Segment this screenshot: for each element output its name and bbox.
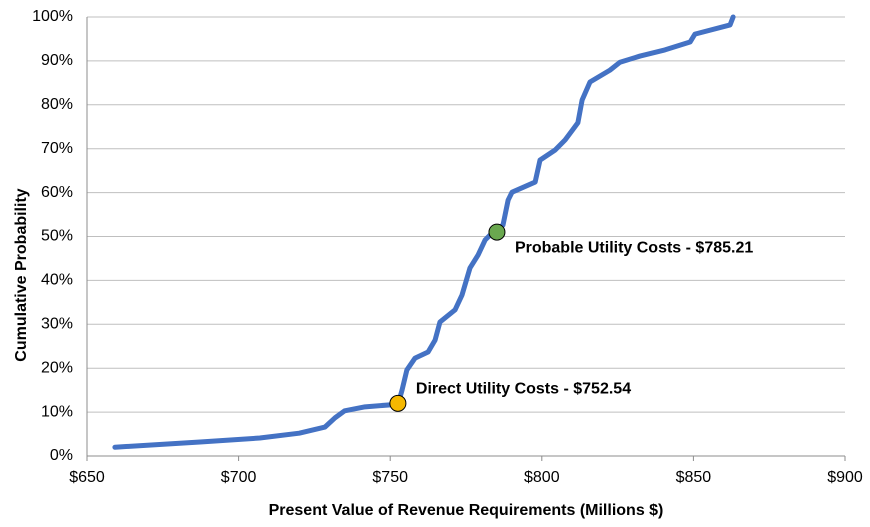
y-tick-label: 30% xyxy=(41,316,73,333)
cdf-line xyxy=(112,14,736,450)
x-tick-label: $800 xyxy=(524,469,560,486)
x-tick-label: $850 xyxy=(676,469,712,486)
y-tick-label: 10% xyxy=(41,403,73,420)
y-tick-label: 70% xyxy=(41,140,73,157)
y-tick-label: 20% xyxy=(41,359,73,376)
x-tick-label: $650 xyxy=(69,469,105,486)
x-tick-label: $700 xyxy=(221,469,257,486)
y-tick-label: 80% xyxy=(41,96,73,113)
y-tick-label: 50% xyxy=(41,228,73,245)
marker xyxy=(488,223,506,241)
y-tick-label: 60% xyxy=(41,184,73,201)
x-tick-label: $900 xyxy=(827,469,863,486)
y-tick-label: 100% xyxy=(32,8,73,25)
annotation: Direct Utility Costs - $752.54 xyxy=(416,381,631,398)
annotation: Probable Utility Costs - $785.21 xyxy=(515,239,753,256)
x-tick-label: $750 xyxy=(372,469,408,486)
marker xyxy=(389,394,407,412)
y-axis-title: Cumulative Probability xyxy=(13,188,30,361)
y-tick-label: 40% xyxy=(41,272,73,289)
x-axis-title: Present Value of Revenue Requirements (M… xyxy=(269,502,664,519)
y-tick-label: 90% xyxy=(41,52,73,69)
y-tick-label: 0% xyxy=(50,447,73,464)
